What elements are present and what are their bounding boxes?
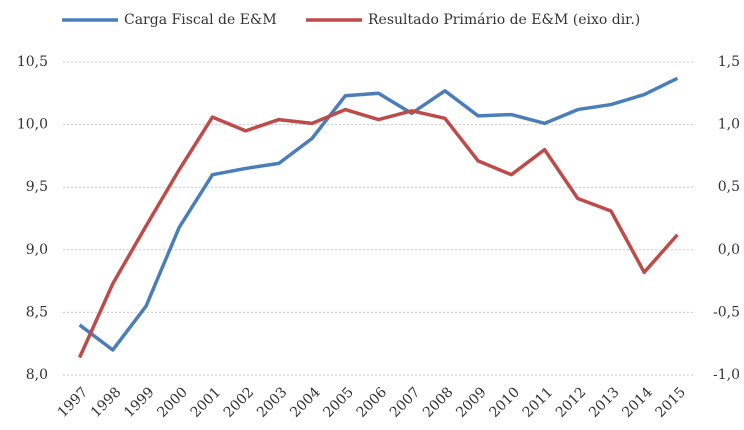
x-tick-label: 2003 — [254, 384, 291, 421]
y-tick-label: 10,5 — [17, 54, 48, 70]
y-tick-label: 9,5 — [26, 179, 48, 195]
x-tick-label: 2005 — [320, 384, 357, 421]
y2-tick-label: 1,0 — [718, 117, 740, 133]
y2-tick-label: -1,0 — [713, 367, 740, 383]
x-tick-label: 2015 — [653, 384, 690, 421]
y2-tick-label: 0,0 — [718, 242, 740, 258]
x-tick-label: 1999 — [121, 384, 158, 421]
x-tick-label: 1998 — [88, 384, 125, 421]
legend-label: Resultado Primário de E&M (eixo dir.) — [368, 12, 640, 28]
series-line — [78, 107, 679, 359]
y-tick-label: 10,0 — [17, 117, 48, 133]
x-tick-label: 2004 — [287, 384, 324, 421]
x-tick-label: 2009 — [453, 384, 490, 421]
series-line — [78, 76, 679, 352]
x-tick-label: 2008 — [420, 384, 457, 421]
y-tick-label: 8,0 — [26, 367, 48, 383]
x-tick-label: 2013 — [586, 384, 623, 421]
x-tick-label: 2002 — [221, 384, 258, 421]
x-tick-label: 2014 — [619, 384, 656, 421]
legend-label: Carga Fiscal de E&M — [124, 12, 277, 28]
y-tick-label: 8,5 — [26, 304, 48, 320]
x-tick-label: 1997 — [55, 384, 92, 421]
x-tick-label: 2010 — [486, 384, 523, 421]
y2-tick-label: 0,5 — [718, 179, 740, 195]
x-tick-label: 2011 — [520, 384, 557, 421]
x-tick-label: 2007 — [387, 384, 424, 421]
x-tick-label: 2001 — [188, 384, 225, 421]
x-tick-label: 2006 — [354, 384, 391, 421]
x-tick-label: 2000 — [154, 384, 191, 421]
y-tick-label: 9,0 — [26, 242, 48, 258]
x-tick-label: 2012 — [553, 384, 590, 421]
y2-tick-label: -0,5 — [713, 304, 740, 320]
y2-tick-label: 1,5 — [718, 54, 740, 70]
